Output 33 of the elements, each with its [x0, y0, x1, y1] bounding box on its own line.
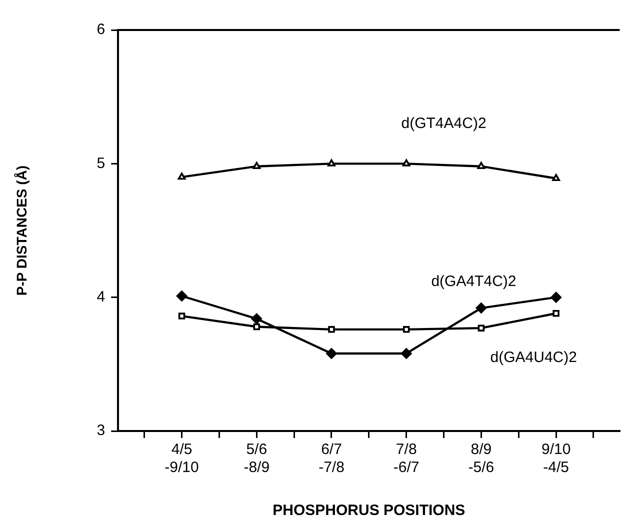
point: [328, 326, 335, 333]
point: [326, 348, 337, 359]
point: [402, 326, 410, 333]
x-axis-title: PHOSPHORUS POSITIONS: [272, 502, 466, 520]
point: [402, 159, 410, 166]
point: [552, 174, 560, 182]
x-tick-label: 7/8 -6/7: [393, 441, 420, 476]
point: [478, 324, 485, 332]
point: [252, 162, 261, 169]
y-tick-label: 6: [96, 21, 106, 38]
point: [476, 302, 487, 314]
x-tick-label: 5/6 -8/9: [244, 441, 270, 476]
point: [176, 290, 188, 302]
point: [328, 159, 336, 166]
point: [550, 292, 562, 303]
point: [253, 323, 260, 330]
point: [552, 310, 560, 317]
point: [400, 348, 412, 359]
y-axis-title: P-P DISTANCES (Å): [13, 165, 30, 296]
series-label: d(GA4T4C)2: [431, 273, 516, 290]
point: [178, 312, 186, 320]
y-tick-label: 3: [96, 422, 106, 440]
point: [178, 172, 186, 180]
series-label: d(GA4U4C)2: [490, 349, 577, 366]
point: [251, 313, 262, 324]
point: [477, 162, 486, 169]
x-tick-label: 6/7 -7/8: [318, 441, 344, 476]
y-tick-label: 4: [96, 288, 106, 306]
series-label: d(GT4A4C)2: [401, 114, 486, 132]
x-tick-label: 8/9 -5/6: [468, 441, 494, 476]
y-tick-label: 5: [96, 154, 106, 172]
x-tick-label: 9/10 -4/5: [541, 441, 571, 476]
x-tick-label: 4/5 -9/10: [164, 441, 199, 476]
